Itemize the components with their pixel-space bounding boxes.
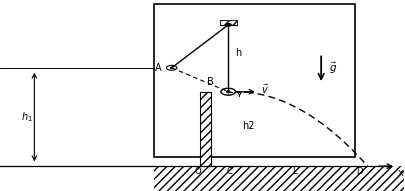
Text: h: h bbox=[235, 49, 241, 58]
Text: $h_1$: $h_1$ bbox=[21, 110, 32, 124]
Text: $\vec{g}$: $\vec{g}$ bbox=[329, 61, 337, 77]
Circle shape bbox=[227, 91, 230, 92]
Text: O: O bbox=[195, 167, 202, 176]
Bar bbox=[200, 92, 211, 166]
Text: x: x bbox=[398, 168, 404, 178]
Text: D: D bbox=[356, 167, 363, 176]
Bar bbox=[153, 166, 404, 191]
Text: L: L bbox=[292, 167, 297, 176]
Text: A: A bbox=[155, 63, 162, 73]
Bar bbox=[220, 20, 237, 25]
Text: C: C bbox=[226, 167, 232, 176]
Circle shape bbox=[171, 67, 173, 68]
Text: B: B bbox=[207, 77, 214, 87]
Text: $\vec{v}$: $\vec{v}$ bbox=[261, 83, 269, 96]
Text: h2: h2 bbox=[242, 121, 255, 131]
Circle shape bbox=[226, 23, 231, 26]
Bar bbox=[153, 4, 356, 157]
